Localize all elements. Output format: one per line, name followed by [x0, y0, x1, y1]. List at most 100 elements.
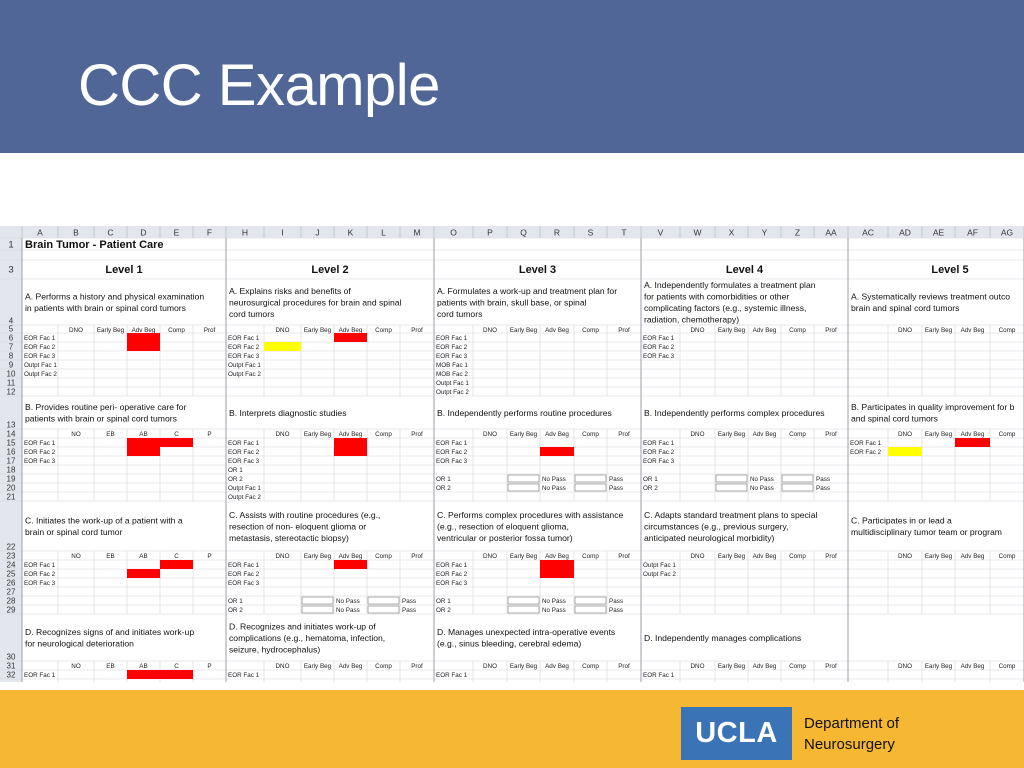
rating-header: Adv Beg [961, 431, 985, 438]
rater-label: EOR Fac 1 [24, 562, 56, 569]
rater-label: Outpt Fac 2 [228, 494, 261, 501]
row-number: 13 [7, 421, 16, 430]
pass-box [574, 474, 607, 483]
rating-header: DNO [483, 327, 497, 334]
rating-header: DNO [898, 553, 912, 560]
competency-description: complicating factors (e.g., systemic ill… [644, 303, 806, 313]
rater-label: EOR Fac 1 [228, 562, 260, 569]
rating-header: DNO [276, 663, 290, 670]
rating-header: Comp [582, 553, 599, 560]
spreadsheet-grid: A B C D E F H I J K L M O P Q R S T V W X Y Z AA AC AD AE AF AG13456… [0, 226, 1024, 682]
row-number: 27 [7, 588, 16, 597]
rater-label: OR 1 [436, 598, 451, 605]
rating-header: Adv Beg [545, 663, 569, 670]
column-letter: B [73, 228, 79, 238]
rating-header: Prof [618, 663, 630, 670]
row-number: 7 [9, 343, 14, 352]
rater-label: Outpt Fac 1 [228, 362, 261, 369]
rater-label: EOR Fac 2 [436, 344, 468, 351]
rating-header: Adv Beg [339, 553, 363, 560]
row-number: 23 [7, 552, 16, 561]
rating-header: AB [139, 663, 147, 670]
column-letter: Z [795, 228, 800, 238]
level-header: Level 3 [519, 264, 556, 276]
rater-label: EOR Fac 2 [24, 344, 56, 351]
column-letter: AD [899, 228, 911, 238]
column-letter: P [487, 228, 493, 238]
rater-label: OR 2 [436, 607, 451, 614]
row-number: 32 [7, 671, 16, 680]
rating-cell-mark [955, 438, 990, 447]
column-letter: AC [862, 228, 874, 238]
rating-header: Adv Beg [961, 553, 985, 560]
rating-header: DNO [483, 553, 497, 560]
no-pass-label: No Pass [542, 476, 566, 483]
pass-box [781, 474, 814, 483]
column-letter: C [107, 228, 113, 238]
rating-header: AB [139, 553, 147, 560]
column-letter: K [348, 228, 354, 238]
footer-bar [0, 690, 1024, 768]
no-pass-label: No Pass [750, 476, 774, 483]
rating-header: Prof [618, 553, 630, 560]
no-pass-label: No Pass [750, 485, 774, 492]
rating-cell-mark [127, 333, 160, 351]
rating-header: Adv Beg [545, 553, 569, 560]
rating-header: Comp [582, 663, 599, 670]
row-number: 26 [7, 579, 16, 588]
row-number: 10 [7, 370, 16, 379]
column-letter: L [381, 228, 386, 238]
rating-header: Adv Beg [961, 663, 985, 670]
rating-header: Prof [618, 431, 630, 438]
rating-cell-mark [127, 569, 160, 578]
rating-header: Prof [411, 553, 423, 560]
rating-header: Adv Beg [132, 327, 156, 334]
rating-header: EB [106, 431, 114, 438]
rater-label: Outpt Fac 2 [643, 571, 676, 578]
level-header: Level 4 [726, 264, 764, 276]
competency-description: anticipated neurological morbidity) [644, 533, 775, 543]
rating-header: Adv Beg [753, 663, 777, 670]
rater-label: EOR Fac 2 [850, 449, 882, 456]
competency-description: A. Formulates a work-up and treatment pl… [437, 286, 617, 296]
rating-header: DNO [691, 431, 705, 438]
rating-header: Adv Beg [753, 431, 777, 438]
column-letter: A [37, 228, 43, 238]
competency-description: D. Independently manages complications [644, 633, 801, 643]
row-number: 8 [9, 352, 14, 361]
row-number: 4 [9, 317, 14, 326]
rater-label: OR 2 [228, 607, 243, 614]
rater-label: EOR Fac 2 [24, 449, 56, 456]
rater-label: EOR Fac 2 [643, 449, 675, 456]
pass-label: Pass [402, 607, 416, 614]
no-pass-label: No Pass [542, 598, 566, 605]
rating-header: Comp [375, 327, 392, 334]
no-pass-label: No Pass [336, 607, 360, 614]
no-pass-box [507, 596, 540, 605]
competency-description: C. Initiates the work-up of a patient wi… [25, 516, 183, 526]
competency-description: brain or spinal cord tumor [25, 527, 123, 537]
no-pass-box [301, 596, 334, 605]
rating-header: DNO [483, 431, 497, 438]
pass-box [367, 605, 400, 614]
column-letter: Y [762, 228, 768, 238]
rater-label: EOR Fac 3 [228, 353, 260, 360]
competency-description: (e.g., sinus bleeding, cerebral edema) [437, 639, 581, 649]
rating-header: Early Beg [304, 431, 332, 438]
rater-label: OR 1 [228, 598, 243, 605]
column-letter: X [729, 228, 735, 238]
rating-header: Prof [825, 663, 837, 670]
row-number: 31 [7, 662, 16, 671]
row-number: 9 [9, 361, 14, 370]
rating-header: Early Beg [304, 553, 332, 560]
rater-label: EOR Fac 1 [436, 440, 468, 447]
rating-header: Adv Beg [339, 327, 363, 334]
row-header-bar [0, 226, 22, 682]
rater-label: EOR Fac 3 [24, 353, 56, 360]
rater-label: MOB Fac 1 [436, 362, 468, 369]
competency-description: metastasis, stereotactic biopsy) [229, 533, 349, 543]
rater-label: EOR Fac 2 [643, 344, 675, 351]
spreadsheet-screenshot: A B C D E F H I J K L M O P Q R S T V W X Y Z AA AC AD AE AF AG 1 3 4 5 6… [0, 226, 1024, 682]
rating-header: EB [106, 553, 114, 560]
row-number: 11 [7, 379, 16, 388]
